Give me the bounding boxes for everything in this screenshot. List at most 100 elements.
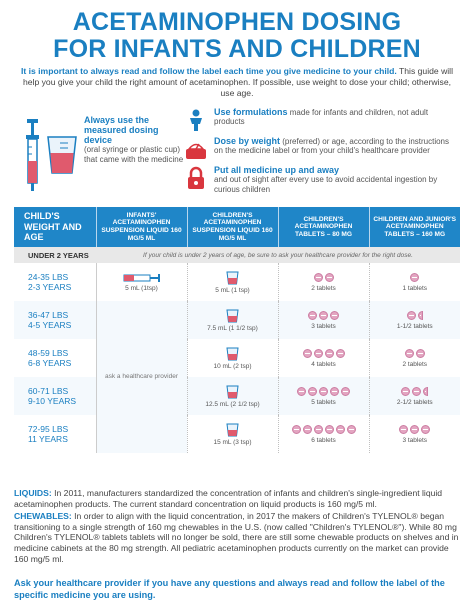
dose-row: 60-71 LBS 9-10 YEARS 12.5 mL (2 1/2 tsp) 5 … — [14, 377, 460, 415]
under-2-row: UNDER 2 YEARS If your child is under 2 y… — [14, 247, 460, 263]
formulation-tip: Use formulations made for infants and ch… — [184, 107, 454, 131]
age-unit: YEARS — [42, 320, 72, 330]
chewables-text: In order to align with the liquid concen… — [14, 511, 459, 564]
measure-device-title: Always use the measured dosing device — [84, 115, 159, 145]
age-unit: YEARS — [42, 358, 72, 368]
tablet-icon — [324, 424, 334, 434]
tablet-icons — [279, 310, 369, 320]
tablets-80-cell: 6 tablets — [278, 415, 370, 453]
tablet-icon — [313, 424, 323, 434]
weight-value: 48-59 — [28, 347, 50, 358]
tablet-icons — [279, 348, 369, 358]
tablets-160-dose: 3 tablets — [402, 436, 428, 444]
header-weight-age: CHILD'S WEIGHT AND AGE — [14, 207, 97, 247]
age-value: 4-5 — [28, 320, 41, 330]
tablets-160-cell: 3 tablets — [369, 415, 460, 453]
tablet-icon — [324, 348, 334, 358]
tablets-80-dose: 4 tablets — [311, 360, 336, 368]
intro-bold: It is important to always read and follo… — [20, 66, 397, 76]
tablet-icons — [370, 348, 461, 358]
syringe-and-cup-icon — [26, 119, 77, 191]
tablet-icon — [302, 348, 312, 358]
tablet-icon — [410, 272, 420, 282]
dose-row: 24-35 LBS 2-3 YEARS 5 mL (1tsp) 5 mL (1 tsp… — [14, 263, 460, 301]
tablet-icon — [319, 386, 328, 396]
tablets-160-dose: 1-1/2 tablets — [396, 322, 433, 330]
weight-value: 36-47 — [28, 309, 50, 320]
storage-tip: Put all medicine up and away and out of s… — [184, 165, 454, 194]
page-title-line1: ACETAMINOPHEN DOSING — [72, 8, 402, 36]
tablet-icon — [308, 310, 317, 320]
liquids-text: In 2011, manufacturers standardized the … — [14, 488, 443, 509]
tablet-icon — [415, 348, 425, 358]
formulation-text: made for infants and children, not adult… — [214, 108, 429, 127]
tablet-icon — [412, 386, 422, 396]
tablets-160-dose: 2-1/2 tablets — [396, 398, 433, 406]
infant-dose-cell: 5 mL (1tsp) — [96, 263, 188, 301]
tablet-icon — [308, 386, 317, 396]
tablet-icon — [404, 348, 414, 358]
lock-icon — [188, 166, 204, 189]
half-tablet-icon — [417, 310, 423, 320]
header-infant-liquid: INFANTS' ACETAMINOPHEN SUSPENSION LIQUID… — [96, 207, 188, 247]
age-unit: YEARS — [42, 282, 72, 292]
measure-device-text: (oral syringe or plastic cup) that came … — [84, 145, 184, 164]
header-tablets-160: CHILDREN AND JUNIOR'S ACETAMINOPHEN TABL… — [369, 207, 460, 247]
tablet-icon — [410, 424, 420, 434]
tablet-icon — [406, 310, 416, 320]
measuring-cup-icon — [226, 271, 239, 284]
weight-age-cell: 60-71 LBS 9-10 YEARS — [14, 377, 97, 415]
dose-row: 72-95 LBS 11 YEARS 15 mL (3 tsp) 6 tablets 3… — [14, 415, 460, 453]
weight-value: 24-35 — [28, 271, 50, 282]
storage-text: and out of sight after every use to avoi… — [214, 175, 438, 194]
dose-row: 48-59 LBS 6-8 YEARS 10 mL (2 tsp) 4 tablets… — [14, 339, 460, 377]
tablets-160-cell: 2 tablets — [369, 339, 460, 377]
age-unit: YEARS — [47, 396, 77, 406]
tablet-icon — [324, 272, 334, 282]
tablets-80-cell: 3 tablets — [278, 301, 370, 339]
under-2-message: If your child is under 2 years of age, b… — [96, 247, 460, 263]
children-liquid-cell: 5 mL (1 tsp) — [187, 263, 279, 301]
tablet-icon — [313, 272, 323, 282]
tablets-160-cell: 1-1/2 tablets — [369, 301, 460, 339]
weight-age-cell: 24-35 LBS 2-3 YEARS — [14, 263, 97, 301]
tablet-icons — [370, 424, 461, 434]
formulation-title: Use formulations — [214, 107, 288, 117]
tablets-160-dose: 2 tablets — [402, 360, 428, 368]
weight-unit: LBS — [52, 385, 69, 396]
intro-rest: This guide will help you give your child… — [22, 66, 454, 98]
chewables-label: CHEWABLES: — [14, 511, 72, 522]
weight-unit: LBS — [52, 271, 69, 282]
tablet-icons — [370, 310, 461, 320]
tablet-icon — [341, 386, 350, 396]
weight-age-cell: 72-95 LBS 11 YEARS — [14, 415, 97, 453]
tablet-icon — [399, 424, 409, 434]
tablet-icon — [291, 424, 301, 434]
child-icon — [190, 109, 202, 131]
age-value: 11 — [28, 434, 37, 444]
tablet-icons — [279, 424, 369, 434]
children-liquid-cell: 7.5 mL (1 1/2 tsp) — [187, 301, 279, 339]
tablets-160-dose: 1 tablets — [402, 284, 428, 292]
syringe-icon — [123, 273, 160, 282]
age-value: 2-3 — [28, 282, 41, 292]
ask-provider-text: ask a healthcare provider — [105, 373, 178, 380]
ask-provider-cell: ask a healthcare provider — [96, 301, 188, 453]
tablet-icons — [279, 272, 369, 282]
header-children-liquid: CHILDREN'S ACETAMINOPHEN SUSPENSION LIQU… — [187, 207, 279, 247]
tablet-icon — [302, 424, 312, 434]
measuring-cup-icon — [226, 423, 239, 436]
intro-text: It is important to always read and follo… — [20, 66, 454, 99]
children-liquid-dose: 15 mL (3 tsp) — [213, 438, 252, 446]
weight-age-cell: 36-47 LBS 4-5 YEARS — [14, 301, 97, 339]
final-advice: Ask your healthcare provider if you have… — [14, 578, 445, 600]
weight-unit: LBS — [52, 309, 69, 320]
notes-section: LIQUIDS: In 2011, manufacturers standard… — [14, 488, 460, 566]
tablets-80-dose: 5 tablets — [311, 398, 336, 406]
tablets-80-dose: 6 tablets — [311, 436, 336, 444]
dose-row: 36-47 LBS 4-5 YEARS ask a healthcare provi… — [14, 301, 460, 453]
measure-device-tip: Always use the measured dosing device (o… — [84, 115, 189, 164]
age-value: 9-10 — [28, 396, 46, 406]
children-liquid-dose: 12.5 mL (2 1/2 tsp) — [205, 400, 260, 408]
infant-dose-text: 5 mL (1tsp) — [125, 284, 158, 292]
